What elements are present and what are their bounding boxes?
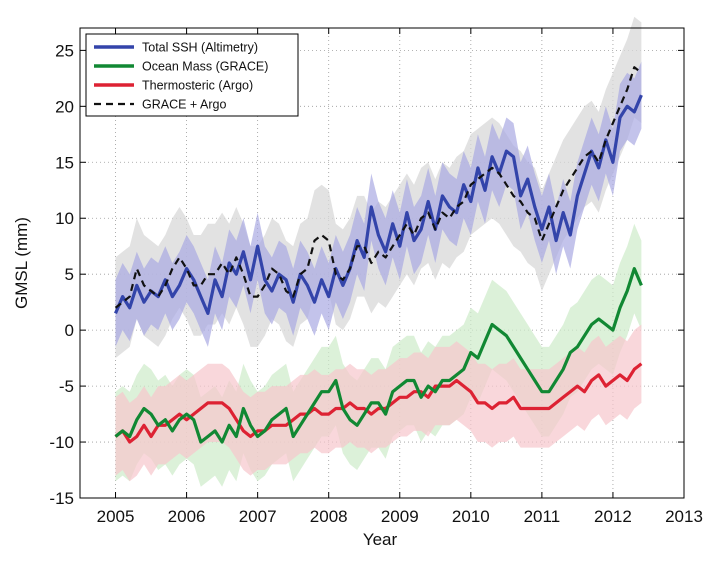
legend-label: GRACE + Argo — [142, 98, 226, 112]
x-tick-label: 2007 — [239, 507, 277, 526]
x-tick-label: 2005 — [97, 507, 135, 526]
y-tick-label: -10 — [49, 433, 74, 452]
axis-ticks: 2005 2006 2007 2008 2009 2010 2011 2012 2013-15-… — [49, 28, 703, 526]
y-tick-label: 25 — [55, 41, 74, 60]
y-tick-label: 20 — [55, 97, 74, 116]
y-tick-label: 15 — [55, 153, 74, 172]
y-tick-label: 5 — [65, 265, 74, 284]
series-line-3 — [114, 66, 643, 309]
legend-label: Thermosteric (Argo) — [142, 79, 253, 93]
series-line-1 — [114, 267, 643, 444]
series-line-0 — [114, 94, 643, 315]
y-tick-label: 0 — [65, 321, 74, 340]
series-lines — [114, 66, 643, 444]
x-tick-label: 2011 — [524, 507, 561, 526]
legend-label: Total SSH (Altimetry) — [142, 41, 258, 55]
plot-frame — [79, 27, 685, 499]
y-tick-label: -15 — [49, 489, 74, 508]
x-tick-label: 2006 — [168, 507, 206, 526]
x-tick-label: 2010 — [452, 507, 490, 526]
x-tick-label: 2013 — [665, 507, 703, 526]
legend: Total SSH (Altimetry) Ocean Mass (GRACE) T… — [85, 33, 299, 117]
y-tick-label: 10 — [55, 209, 74, 228]
x-axis-title: Year — [363, 530, 398, 549]
legend-label: Ocean Mass (GRACE) — [142, 60, 268, 74]
x-tick-label: 2012 — [594, 507, 632, 526]
y-tick-label: -5 — [59, 377, 74, 396]
legend-box — [85, 33, 299, 117]
x-tick-label: 2008 — [310, 507, 348, 526]
uncertainty-band-0 — [115, 61, 642, 347]
y-axis-title: GMSL (mm) — [12, 217, 31, 309]
x-tick-label: 2009 — [381, 507, 419, 526]
series-line-2 — [114, 362, 643, 444]
